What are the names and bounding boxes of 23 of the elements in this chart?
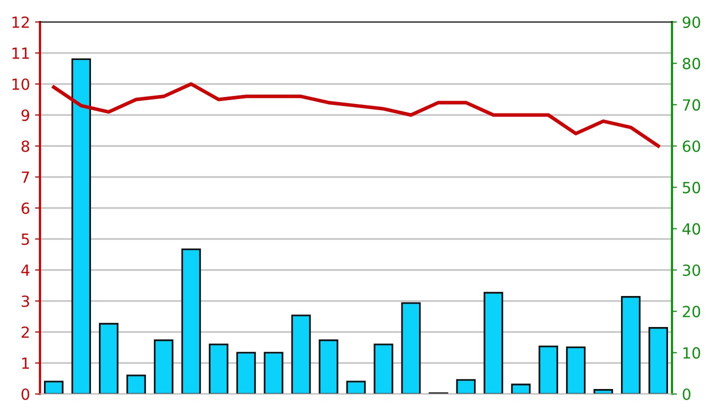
y2-tick-label: 70 xyxy=(682,99,700,111)
y-tick-label: 9 xyxy=(22,109,30,122)
y-tick-label: 0 xyxy=(22,388,30,400)
y2-tick-label: 30 xyxy=(682,264,700,276)
y-tick-label: 3 xyxy=(22,295,30,308)
y2-tick-label: 80 xyxy=(682,58,700,70)
y-tick-label: 10 xyxy=(12,78,30,90)
y-tick-label: 6 xyxy=(22,202,30,214)
y-tick-label: 4 xyxy=(21,264,30,276)
y-tick-label: 8 xyxy=(22,140,30,152)
y-tick-label: 1 xyxy=(22,358,29,369)
y-tick-label: 11 xyxy=(12,48,29,59)
y2-tick-label: 50 xyxy=(682,182,700,194)
y-tick-label: 12 xyxy=(12,16,29,28)
y2-tick-label: 10 xyxy=(683,347,700,359)
y-tick-label: 2 xyxy=(22,326,29,338)
y2-tick-label: 90 xyxy=(682,16,700,28)
y2-tick-label: 40 xyxy=(682,223,700,235)
y-tick-label: 5 xyxy=(22,234,29,246)
y2-tick-label: 0 xyxy=(682,388,690,400)
y2-tick-label: 20 xyxy=(682,306,700,318)
y2-tick-label: 60 xyxy=(682,140,700,152)
y-tick-label: 7 xyxy=(22,172,29,183)
